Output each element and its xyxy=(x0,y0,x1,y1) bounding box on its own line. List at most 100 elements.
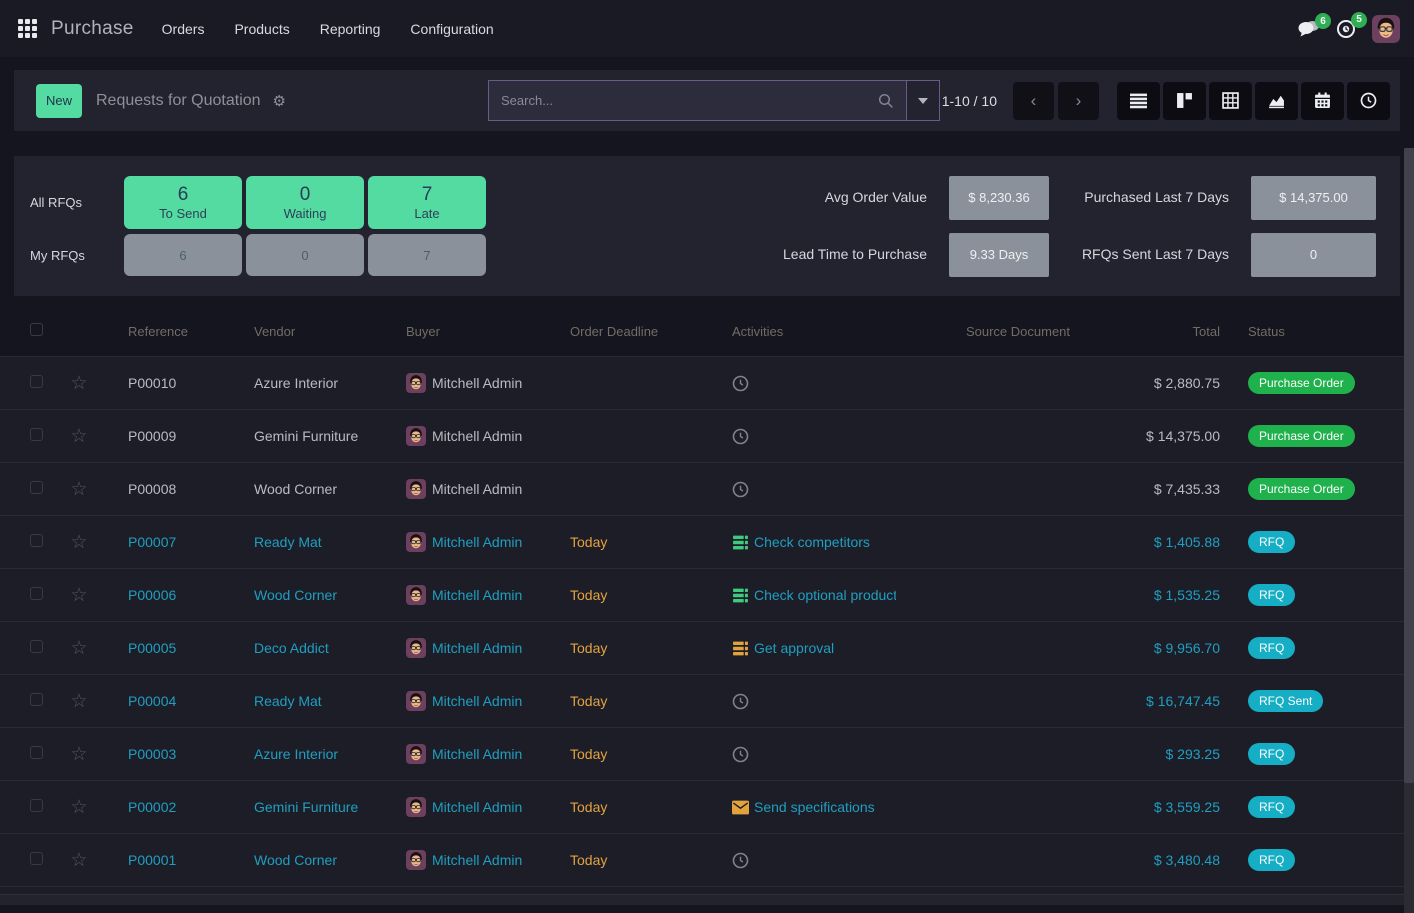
reference-cell[interactable]: P00006 xyxy=(128,587,177,603)
favorite-star-icon[interactable]: ☆ xyxy=(70,478,88,500)
buyer-cell[interactable]: Mitchell Admin xyxy=(380,585,544,605)
table-row[interactable]: ☆ P00009 Gemini Furniture xyxy=(0,409,1414,462)
vendor-cell[interactable]: Wood Corner xyxy=(254,587,338,603)
header-buyer[interactable]: Buyer xyxy=(406,323,440,339)
scrollbar-thumb[interactable] xyxy=(1404,148,1414,783)
my-rfq-stat-button[interactable]: 6 xyxy=(124,234,242,276)
table-row[interactable]: ☆ P00008 Wood Corner xyxy=(0,462,1414,515)
rfq-stat-button[interactable]: 6 To Send xyxy=(124,176,242,229)
favorite-star-icon[interactable]: ☆ xyxy=(70,584,88,606)
vendor-cell[interactable]: Wood Corner xyxy=(254,852,338,868)
reference-cell[interactable]: P00002 xyxy=(128,799,177,815)
row-checkbox[interactable] xyxy=(30,746,43,759)
buyer-cell[interactable]: Mitchell Admin xyxy=(380,744,544,764)
vendor-cell[interactable]: Azure Interior xyxy=(254,746,339,762)
app-name[interactable]: Purchase xyxy=(51,17,134,39)
row-checkbox[interactable] xyxy=(30,587,43,600)
buyer-cell[interactable]: Mitchell Admin xyxy=(380,426,544,446)
apps-grid-icon[interactable] xyxy=(18,19,37,38)
activity-cell[interactable] xyxy=(706,746,896,763)
buyer-cell[interactable]: Mitchell Admin xyxy=(380,691,544,711)
vendor-cell[interactable]: Wood Corner xyxy=(254,481,338,497)
activity-cell[interactable]: Send specifications xyxy=(706,799,896,816)
activity-cell[interactable] xyxy=(706,375,896,392)
buyer-cell[interactable]: Mitchell Admin xyxy=(380,638,544,658)
nav-menu-item[interactable]: Configuration xyxy=(410,20,494,37)
row-checkbox[interactable] xyxy=(30,428,43,441)
buyer-cell[interactable]: Mitchell Admin xyxy=(380,532,544,552)
vendor-cell[interactable]: Ready Mat xyxy=(254,693,322,709)
vendor-cell[interactable]: Azure Interior xyxy=(254,375,339,391)
row-checkbox[interactable] xyxy=(30,852,43,865)
row-checkbox[interactable] xyxy=(30,693,43,706)
my-rfq-stat-button[interactable]: 7 xyxy=(368,234,486,276)
vendor-cell[interactable]: Gemini Furniture xyxy=(254,799,359,815)
header-reference[interactable]: Reference xyxy=(128,323,188,339)
reference-cell[interactable]: P00007 xyxy=(128,534,177,550)
header-status[interactable]: Status xyxy=(1248,323,1285,339)
favorite-star-icon[interactable]: ☆ xyxy=(70,531,88,553)
reference-cell[interactable]: P00009 xyxy=(128,428,177,444)
vendor-cell[interactable]: Ready Mat xyxy=(254,534,322,550)
table-row[interactable]: ☆ P00004 Ready Mat xyxy=(0,674,1414,727)
nav-menu-item[interactable]: Products xyxy=(234,20,290,37)
my-rfq-stat-button[interactable]: 0 xyxy=(246,234,364,276)
select-all-checkbox[interactable] xyxy=(30,323,43,336)
vendor-cell[interactable]: Deco Addict xyxy=(254,640,329,656)
pager-next-button[interactable]: › xyxy=(1058,81,1099,120)
table-row[interactable]: ☆ P00010 Azure Interior xyxy=(0,356,1414,409)
activity-cell[interactable] xyxy=(706,693,896,710)
row-checkbox[interactable] xyxy=(30,640,43,653)
header-vendor[interactable]: Vendor xyxy=(254,323,296,339)
pager-previous-button[interactable]: ‹ xyxy=(1013,81,1054,120)
reference-cell[interactable]: P00004 xyxy=(128,693,177,709)
reference-cell[interactable]: P00010 xyxy=(128,375,177,391)
search-input[interactable] xyxy=(501,93,878,108)
nav-menu-item[interactable]: Reporting xyxy=(319,20,381,37)
list-view-button[interactable] xyxy=(1117,81,1160,120)
row-checkbox[interactable] xyxy=(30,375,43,388)
vendor-cell[interactable]: Gemini Furniture xyxy=(254,428,359,444)
table-row[interactable]: ☆ P00007 Ready Mat xyxy=(0,515,1414,568)
buyer-cell[interactable]: Mitchell Admin xyxy=(380,373,544,393)
rfq-stat-button[interactable]: 0 Waiting xyxy=(246,176,364,229)
kanban-view-button[interactable] xyxy=(1163,81,1206,120)
activity-cell[interactable] xyxy=(706,852,896,869)
reference-cell[interactable]: P00003 xyxy=(128,746,177,762)
favorite-star-icon[interactable]: ☆ xyxy=(70,637,88,659)
table-row[interactable]: ☆ P00005 Deco Addict xyxy=(0,621,1414,674)
activity-cell[interactable] xyxy=(706,481,896,498)
favorite-star-icon[interactable]: ☆ xyxy=(70,372,88,394)
search-options-toggle[interactable] xyxy=(906,80,940,121)
user-avatar[interactable] xyxy=(1372,14,1400,43)
table-row[interactable]: ☆ P00006 Wood Corner xyxy=(0,568,1414,621)
header-total[interactable]: Total xyxy=(1192,323,1220,339)
table-row[interactable]: ☆ P00002 Gemini Furniture xyxy=(0,780,1414,833)
buyer-cell[interactable]: Mitchell Admin xyxy=(380,479,544,499)
reference-cell[interactable]: P00008 xyxy=(128,481,177,497)
activity-cell[interactable] xyxy=(706,428,896,445)
activity-view-button[interactable] xyxy=(1347,81,1390,120)
activity-cell[interactable]: Check optional products xyxy=(706,587,896,604)
header-activities[interactable]: Activities xyxy=(732,323,784,339)
favorite-star-icon[interactable]: ☆ xyxy=(70,849,88,871)
reference-cell[interactable]: P00005 xyxy=(128,640,177,656)
favorite-star-icon[interactable]: ☆ xyxy=(70,690,88,712)
row-checkbox[interactable] xyxy=(30,481,43,494)
new-button[interactable]: New xyxy=(36,83,82,118)
buyer-cell[interactable]: Mitchell Admin xyxy=(380,797,544,817)
table-row[interactable]: ☆ P00003 Azure Interior xyxy=(0,727,1414,780)
calendar-view-button[interactable] xyxy=(1301,81,1344,120)
reference-cell[interactable]: P00001 xyxy=(128,852,177,868)
row-checkbox[interactable] xyxy=(30,799,43,812)
header-source-document[interactable]: Source Document xyxy=(965,323,1071,339)
favorite-star-icon[interactable]: ☆ xyxy=(70,425,88,447)
nav-menu-item[interactable]: Orders xyxy=(161,20,205,37)
row-checkbox[interactable] xyxy=(30,534,43,547)
activity-cell[interactable]: Get approval xyxy=(706,640,896,657)
activities-button[interactable]: 5 xyxy=(1336,11,1367,39)
buyer-cell[interactable]: Mitchell Admin xyxy=(380,850,544,870)
table-row[interactable]: ☆ P00001 Wood Corner xyxy=(0,833,1414,886)
favorite-star-icon[interactable]: ☆ xyxy=(70,796,88,818)
gear-icon[interactable]: ⚙ xyxy=(272,92,286,110)
